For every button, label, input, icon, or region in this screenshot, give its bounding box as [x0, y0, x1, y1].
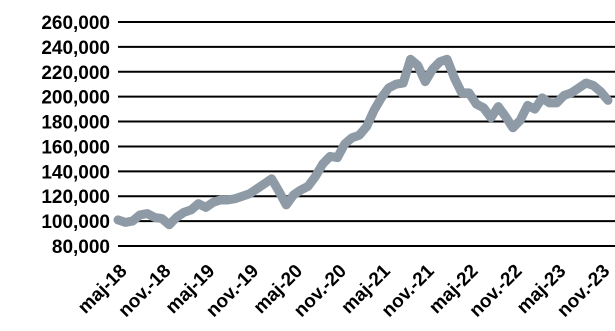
- y-tick-label: 240,000: [41, 38, 110, 59]
- y-tick-label: 260,000: [41, 13, 110, 34]
- y-tick-label: 220,000: [41, 63, 110, 84]
- y-tick-label: 180,000: [41, 113, 110, 134]
- y-tick-label: 100,000: [41, 212, 110, 233]
- y-tick-label: 140,000: [41, 162, 110, 183]
- series-group: [118, 59, 608, 225]
- x-axis-tick-labels: maj-18nov.-18maj-19nov.-19maj-20nov.-20m…: [74, 260, 614, 321]
- series-line: [118, 59, 608, 225]
- y-tick-label: 160,000: [41, 137, 110, 158]
- y-axis-tick-labels: 80,000 100,000 120,000 140,000 160,000 180,00…: [41, 13, 110, 258]
- y-tick-label: 80,000: [52, 237, 110, 258]
- y-tick-label: 120,000: [41, 187, 110, 208]
- y-tick-label: 200,000: [41, 88, 110, 109]
